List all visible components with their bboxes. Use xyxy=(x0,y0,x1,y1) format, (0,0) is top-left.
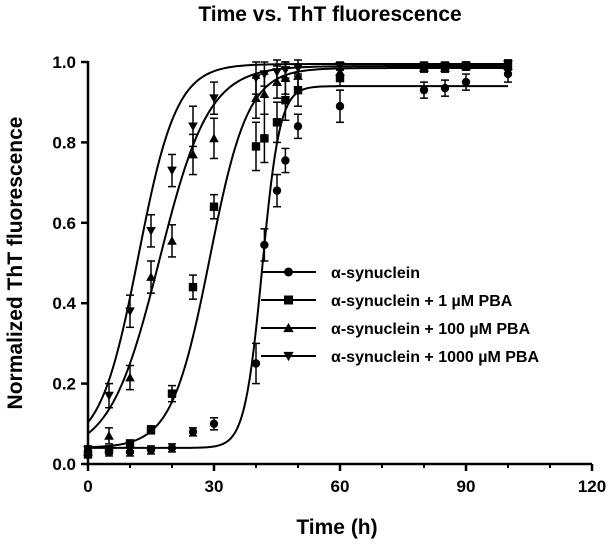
data-point xyxy=(251,142,261,151)
y-ticks: 0.0 0.2 0.4 0.6 0.8 1.0 xyxy=(52,53,88,474)
x-tick-label: 60 xyxy=(331,477,350,496)
data-point xyxy=(272,186,282,195)
series-4 xyxy=(83,59,513,455)
y-tick-label: 0.8 xyxy=(52,133,76,152)
data-point xyxy=(293,64,303,73)
data-point xyxy=(209,133,219,143)
y-tick-label: 0.4 xyxy=(52,294,76,313)
data-point xyxy=(419,62,429,71)
data-point xyxy=(167,443,177,453)
data-point xyxy=(125,447,135,457)
data-point xyxy=(167,389,177,398)
data-point xyxy=(440,62,450,71)
data-point xyxy=(272,68,282,77)
data-point xyxy=(335,67,345,76)
x-tick-label: 120 xyxy=(578,477,606,496)
legend-item-2: α-synuclein + 1 µM PBA xyxy=(261,293,513,310)
legend-label: α-synuclein + 100 µM PBA xyxy=(331,321,531,338)
data-point xyxy=(146,445,156,455)
data-point xyxy=(188,282,198,292)
y-axis-label: Normalized ThT fluorescence xyxy=(4,117,27,410)
data-point xyxy=(461,77,471,87)
data-point xyxy=(260,240,269,250)
chart-title: Time vs. ThT fluorescence xyxy=(198,3,461,26)
legend-label: α-synuclein xyxy=(331,265,420,282)
data-point xyxy=(167,236,177,245)
legend-label: α-synuclein + 1000 µM PBA xyxy=(331,349,539,366)
data-point xyxy=(281,95,290,105)
data-point xyxy=(259,89,270,99)
data-point xyxy=(335,62,345,71)
data-point xyxy=(146,272,156,281)
legend-marker xyxy=(284,295,293,305)
data-point xyxy=(188,427,198,437)
data-point xyxy=(146,425,156,435)
y-tick-label: 0.0 xyxy=(52,455,76,474)
data-point xyxy=(259,70,270,79)
data-point xyxy=(440,83,450,93)
x-tick-label: 90 xyxy=(457,477,476,496)
data-point xyxy=(251,74,261,83)
data-point xyxy=(251,359,261,368)
y-tick-label: 1.0 xyxy=(52,53,76,72)
legend-label: α-synuclein + 1 µM PBA xyxy=(331,293,513,310)
data-point xyxy=(335,102,345,111)
data-point xyxy=(104,431,114,440)
data-point xyxy=(167,166,177,176)
legend-item-1: α-synuclein xyxy=(261,265,420,282)
data-point xyxy=(188,149,198,159)
data-point xyxy=(104,391,114,401)
legend-item-3: α-synuclein + 100 µM PBA xyxy=(261,321,531,338)
plot-area xyxy=(83,59,513,459)
data-point xyxy=(209,202,219,211)
data-point xyxy=(280,66,291,75)
legend-marker xyxy=(284,267,293,277)
data-point xyxy=(209,419,219,428)
data-point xyxy=(260,134,269,143)
data-point xyxy=(419,85,429,95)
data-point xyxy=(104,445,114,455)
data-point xyxy=(125,439,135,449)
data-point xyxy=(146,226,156,236)
data-point xyxy=(125,307,135,317)
legend: α-synuclein α-synuclein + 1 µM PBA α-synuc… xyxy=(261,265,539,366)
y-tick-label: 0.2 xyxy=(52,375,76,394)
data-point xyxy=(188,122,198,132)
data-point xyxy=(209,94,219,104)
data-point xyxy=(125,372,135,382)
data-point xyxy=(503,69,513,79)
data-point xyxy=(293,85,303,95)
legend-marker xyxy=(283,322,294,333)
x-axis-label: Time (h) xyxy=(296,516,377,539)
data-point xyxy=(461,62,471,71)
data-point xyxy=(503,60,513,69)
y-tick-label: 0.6 xyxy=(52,214,76,233)
x-ticks: 0 30 60 90 120 xyxy=(83,464,606,496)
legend-item-4: α-synuclein + 1000 µM PBA xyxy=(261,349,539,366)
legend-marker xyxy=(283,351,294,362)
x-tick-label: 30 xyxy=(205,477,224,496)
data-point xyxy=(272,118,282,127)
x-tick-label: 0 xyxy=(83,477,92,496)
data-point xyxy=(251,93,261,103)
data-point xyxy=(293,122,303,131)
data-point xyxy=(281,156,290,165)
